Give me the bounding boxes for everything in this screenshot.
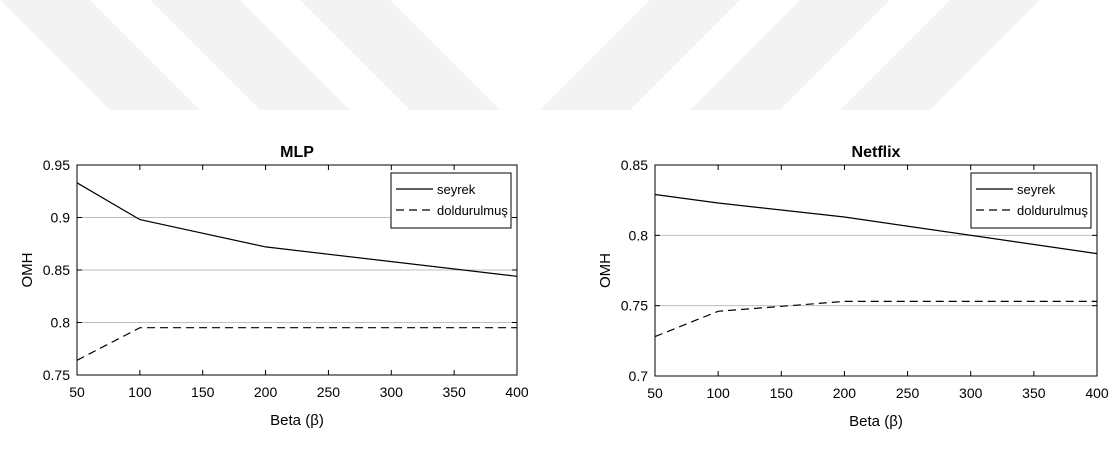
legend-box [390,172,512,229]
legend-box [970,172,1092,229]
x-tick-label: 250 [896,385,920,401]
netflix-chart: Netflix 50 100 150 200 250 300 350 400 0.7 0.75 0.8… [597,144,1109,430]
watermark-decoration [0,0,1040,110]
x-tick-label: 150 [770,385,794,401]
watermark-stripe [0,0,200,110]
x-tick-label: 50 [69,384,85,400]
legend-label: doldurulmuş [437,203,508,218]
x-tick-label: 150 [191,384,215,400]
y-axis-label: OMH [19,253,36,288]
y-tick-label: 0.7 [629,368,649,384]
x-tick-label: 300 [380,384,404,400]
y-tick-label: 0.8 [629,227,649,243]
watermark-stripe [540,0,740,110]
y-tick-label: 0.9 [51,210,71,226]
legend-label: seyrek [437,182,476,197]
series-line-dashed [76,327,517,361]
y-tick-label: 0.75 [43,367,70,383]
x-tick-label: 200 [254,384,278,400]
watermark-stripe [690,0,890,110]
series-line-solid [76,182,518,277]
mlp-chart: MLP 50 100 150 200 250 300 350 400 0.75 0.8 0.85 0.9… [19,144,529,429]
legend-label: seyrek [1017,182,1056,197]
chart-title: MLP [280,144,314,161]
plot-area-frame [654,164,1098,377]
y-tick-label: 0.95 [43,157,70,173]
x-axis-label: Beta (β) [849,413,903,430]
x-tick-label: 50 [647,385,663,401]
netflix-chart-panel: Netflix 50 100 150 200 250 300 350 400 0.7 0.75 0.8… [582,120,1116,460]
y-tick-label: 0.85 [621,157,648,173]
series-line-dashed [654,300,1097,338]
x-tick-label: 200 [833,385,857,401]
x-tick-label: 100 [128,384,152,400]
x-tick-label: 350 [1022,385,1046,401]
x-tick-label: 350 [442,384,466,400]
watermark-stripe [840,0,1040,110]
x-tick-label: 300 [959,385,983,401]
y-tick-label: 0.8 [51,315,71,331]
watermark-stripe [300,0,500,110]
series-line-solid [654,193,1098,255]
legend-label: doldurulmuş [1017,203,1088,218]
x-tick-label: 100 [706,385,730,401]
x-axis-label: Beta (β) [270,412,324,429]
watermark-stripe [150,0,350,110]
mlp-chart-panel: MLP 50 100 150 200 250 300 350 400 0.75 0.8 0.85 0.9… [0,120,540,460]
y-tick-label: 0.85 [43,262,70,278]
y-axis-label: OMH [597,253,614,288]
x-tick-label: 400 [505,384,529,400]
x-tick-label: 250 [317,384,341,400]
x-tick-label: 400 [1085,385,1109,401]
y-tick-label: 0.75 [621,298,648,314]
chart-title: Netflix [852,144,901,161]
